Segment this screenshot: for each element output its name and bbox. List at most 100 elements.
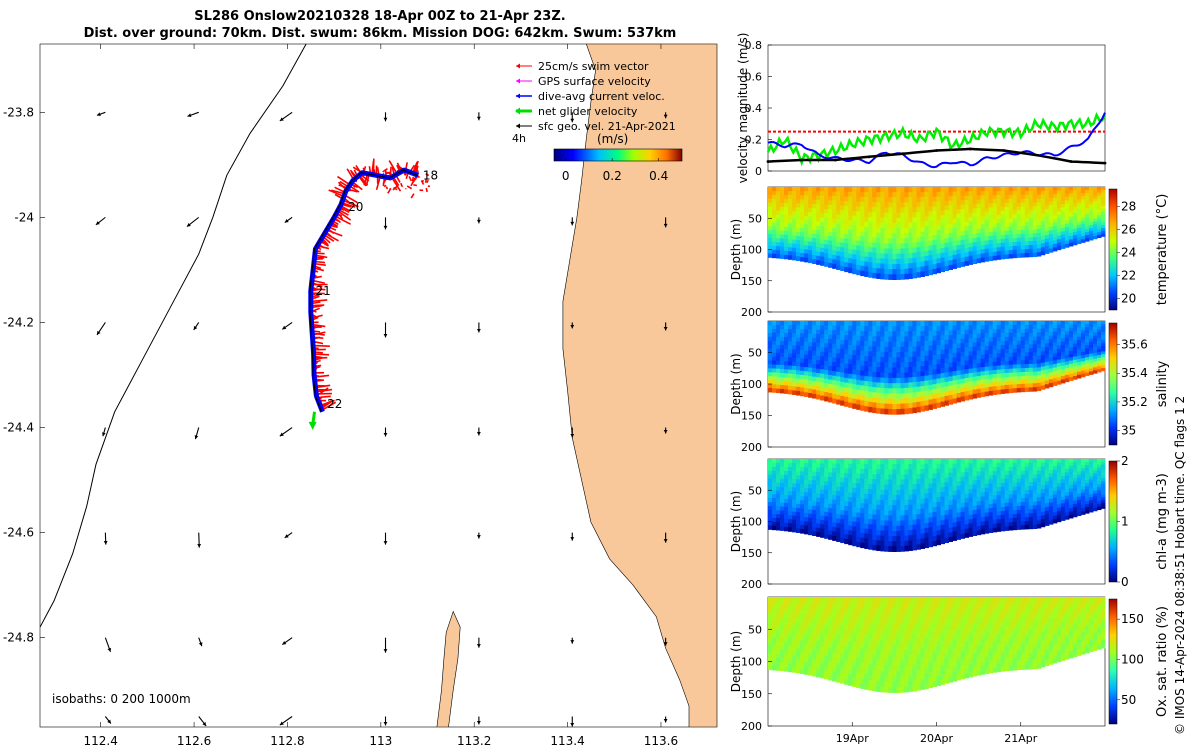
section-cell: [872, 237, 877, 244]
section-cell: [808, 501, 813, 506]
section-cell: [876, 341, 881, 348]
section-cell: [1080, 474, 1086, 478]
section-cell: [1016, 368, 1022, 373]
section-cell: [1044, 227, 1050, 232]
section-cell: [1052, 236, 1058, 241]
section-cell: [884, 484, 889, 491]
section-cell: [816, 506, 821, 512]
geo-vector-head: [284, 534, 289, 538]
section-cell: [1096, 209, 1102, 213]
section-cell: [972, 191, 978, 197]
section-cell: [1028, 474, 1034, 479]
section-cell: [1072, 491, 1078, 495]
section-cell: [892, 269, 897, 275]
section-cell: [1012, 245, 1018, 251]
section-cell: [888, 217, 893, 224]
section-cell: [1016, 249, 1022, 254]
section-cell: [876, 242, 881, 249]
section-cell: [980, 341, 986, 347]
section-cell: [856, 459, 861, 465]
section-cell: [1068, 232, 1074, 237]
section-cell: [1036, 489, 1042, 495]
section-cell: [984, 379, 990, 384]
section-cell: [1076, 368, 1082, 373]
section-cell: [832, 362, 837, 368]
section-cell: [888, 494, 893, 501]
section-cell: [864, 361, 869, 367]
section-cell: [932, 268, 937, 275]
geo-vector-head: [279, 117, 284, 121]
section-cell: [1084, 495, 1090, 499]
section-cell: [976, 195, 982, 201]
section-cell: [1052, 328, 1058, 333]
section-cell: [988, 471, 994, 476]
section-cell: [948, 241, 954, 248]
section-cell: [808, 363, 813, 369]
section-cell: [964, 204, 970, 210]
section-cell: [1040, 496, 1046, 501]
section-cell: [944, 386, 950, 392]
section-cell: [776, 376, 781, 382]
section-cell: [852, 201, 857, 207]
section-cell: [864, 371, 869, 377]
section-cell: [836, 518, 841, 524]
section-cell: [1064, 331, 1070, 335]
section-cell: [1000, 329, 1006, 334]
section-cell: [852, 379, 857, 385]
section-cell: [944, 200, 950, 207]
section-cell: [968, 229, 974, 235]
section-cell: [980, 207, 986, 213]
section-cell: [780, 466, 785, 472]
section-cell: [776, 242, 781, 247]
section-cell: [844, 501, 849, 507]
section-cell: [888, 233, 893, 239]
section-cell: [1044, 495, 1050, 501]
section-cell: [1064, 378, 1070, 383]
section-cell: [1000, 373, 1006, 378]
section-cell: [988, 195, 994, 200]
section-cell: [912, 222, 917, 228]
section-cell: [788, 187, 793, 192]
section-cell: [1028, 524, 1034, 530]
section-cell: [964, 247, 970, 253]
section-cell: [940, 257, 946, 263]
section-cell: [816, 480, 821, 486]
section-cell: [908, 232, 913, 239]
section-cell: [828, 463, 833, 469]
section-cell: [864, 543, 869, 549]
section-cell: [1084, 345, 1090, 349]
section-cell: [800, 207, 805, 213]
section-cell: [788, 199, 793, 204]
section-cell: [800, 345, 805, 351]
section-cell: [1100, 502, 1106, 507]
section-cell: [880, 232, 885, 239]
section-cell: [996, 511, 1002, 516]
section-cell: [904, 187, 909, 193]
section-cell: [796, 495, 801, 501]
section-cell: [840, 224, 845, 230]
section-cell: [984, 459, 990, 464]
section-cell: [1068, 354, 1074, 358]
section-cell: [860, 483, 865, 490]
section-cell: [836, 532, 841, 538]
section-cell: [1064, 193, 1070, 198]
section-cell: [952, 223, 958, 229]
section-cell: [884, 479, 889, 486]
section-cell: [896, 546, 901, 552]
section-cell: [864, 513, 869, 520]
section-cell: [952, 263, 958, 269]
section-cell: [912, 192, 917, 198]
section-cell: [816, 514, 821, 520]
section-cell: [816, 381, 821, 387]
section-cell: [804, 358, 809, 364]
section-cell: [964, 459, 970, 464]
section-cell: [968, 212, 974, 218]
section-cell: [784, 206, 789, 212]
section-cell: [1100, 359, 1106, 363]
section-cell: [1008, 321, 1014, 326]
section-cell: [1048, 466, 1054, 471]
y-tick-label: 50: [748, 484, 762, 497]
section-cell: [796, 512, 801, 517]
section-cell: [924, 255, 929, 262]
